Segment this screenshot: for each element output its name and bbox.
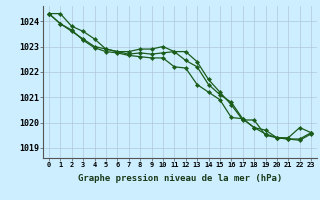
X-axis label: Graphe pression niveau de la mer (hPa): Graphe pression niveau de la mer (hPa) — [78, 174, 282, 183]
